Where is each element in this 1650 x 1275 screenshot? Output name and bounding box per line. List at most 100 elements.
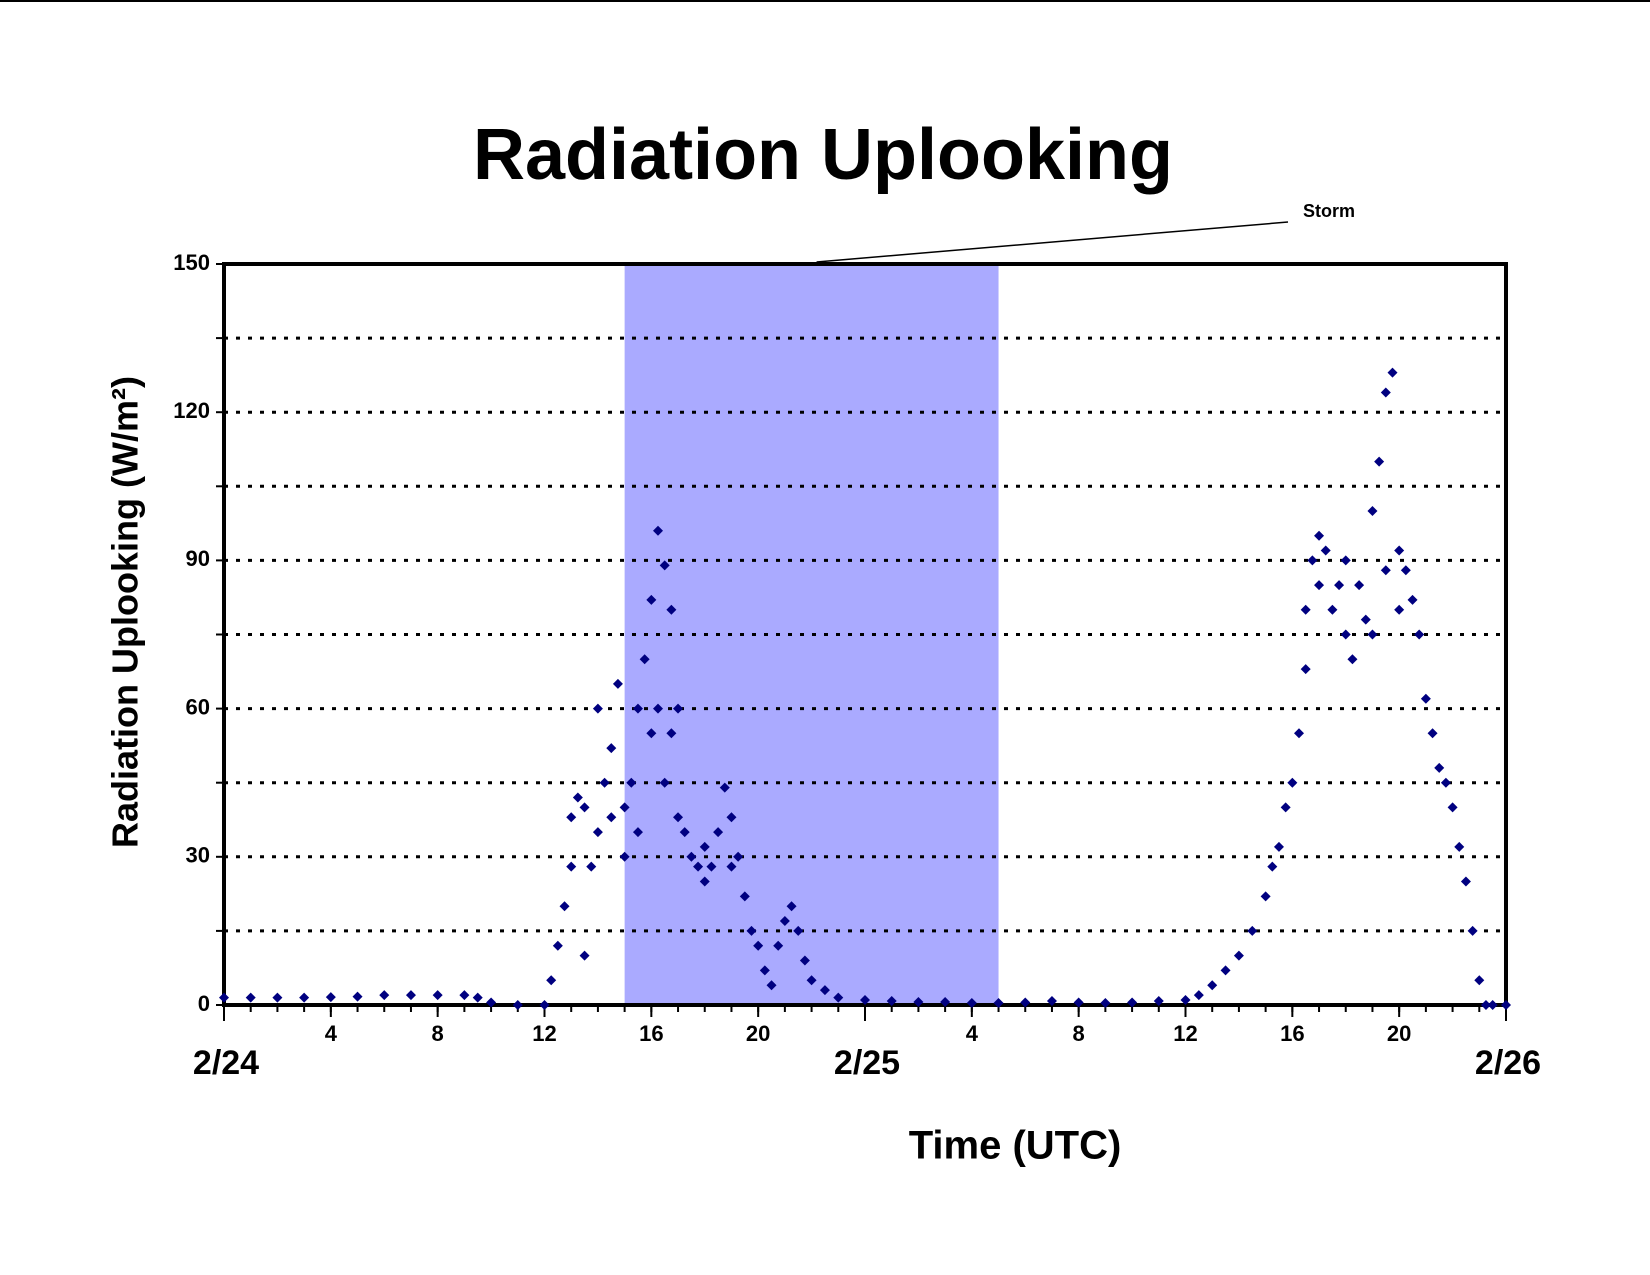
data-point — [1427, 728, 1438, 739]
data-point — [566, 861, 577, 872]
annotation-text: Storm — [1303, 201, 1355, 221]
data-point — [432, 990, 443, 1001]
data-point — [860, 995, 870, 1006]
data-point — [606, 812, 617, 823]
data-point — [472, 992, 483, 1003]
data-point — [1193, 990, 1204, 1001]
chart-title: Radiation Uplooking — [473, 115, 1173, 195]
data-point — [1501, 1000, 1511, 1010]
data-point — [746, 925, 757, 936]
data-point — [1434, 762, 1445, 773]
date-label: 2/25 — [834, 1044, 900, 1082]
data-point — [693, 861, 704, 872]
x-tick-label: 16 — [1280, 1021, 1304, 1046]
data-point — [219, 992, 229, 1003]
data-point — [459, 990, 470, 1001]
annotation-leader — [816, 221, 1289, 263]
data-point — [659, 777, 670, 788]
data-point — [1320, 545, 1331, 556]
data-point — [1380, 387, 1391, 398]
data-point — [1420, 693, 1431, 704]
storm-band — [624, 264, 999, 1005]
data-point — [1220, 965, 1231, 976]
data-point — [673, 703, 684, 714]
y-tick-label: 30 — [186, 843, 210, 868]
data-point — [719, 782, 730, 793]
data-point — [1447, 802, 1458, 813]
data-point — [726, 812, 737, 823]
y-tick-label: 90 — [186, 546, 210, 571]
data-point — [572, 792, 583, 803]
data-point — [579, 802, 590, 813]
data-point — [1367, 506, 1378, 516]
data-point — [1487, 1000, 1498, 1010]
data-point — [779, 916, 790, 927]
data-point — [1153, 996, 1164, 1007]
data-point — [1354, 580, 1365, 591]
data-point — [1314, 580, 1325, 591]
x-tick-label: 8 — [1073, 1021, 1085, 1046]
x-tick-label: 20 — [746, 1021, 770, 1046]
data-point — [1334, 580, 1345, 591]
data-point — [653, 525, 664, 536]
data-point — [766, 980, 777, 991]
data-point — [1347, 654, 1358, 665]
x-axis-label: Time (UTC) — [909, 1124, 1122, 1168]
x-tick-label: 8 — [432, 1021, 444, 1046]
data-point — [799, 955, 810, 966]
data-point — [546, 975, 557, 986]
data-point — [673, 812, 684, 823]
data-point — [679, 827, 690, 838]
data-point — [659, 560, 670, 571]
data-point — [1280, 802, 1291, 813]
data-point — [686, 851, 697, 862]
data-point — [1480, 1000, 1491, 1010]
data-point — [1294, 728, 1305, 739]
data-point — [599, 777, 610, 788]
data-point — [806, 975, 817, 986]
data-point — [706, 861, 717, 872]
y-tick-label: 0 — [198, 991, 210, 1016]
data-point — [1394, 604, 1405, 615]
data-point — [713, 827, 724, 838]
data-point — [793, 925, 804, 936]
data-point — [1020, 997, 1031, 1008]
data-point — [486, 997, 497, 1008]
data-point — [753, 940, 764, 951]
x-tick-label: 16 — [639, 1021, 663, 1046]
data-point — [272, 992, 283, 1003]
data-point — [1407, 594, 1418, 605]
data-point — [699, 841, 710, 852]
data-point — [1247, 925, 1258, 936]
data-point — [1374, 456, 1385, 467]
data-point — [512, 1000, 523, 1010]
data-point — [646, 728, 657, 739]
data-point — [1454, 841, 1465, 852]
data-point — [966, 998, 977, 1009]
data-point — [1300, 604, 1311, 615]
data-point — [1394, 545, 1405, 556]
data-point — [1414, 629, 1425, 640]
data-point — [993, 998, 1004, 1009]
y-axis-label: Radiation Uplooking (W/m²) — [105, 376, 146, 848]
x-tick-label: 12 — [532, 1021, 556, 1046]
data-point — [325, 992, 336, 1003]
data-point — [639, 654, 650, 665]
data-point — [1260, 891, 1271, 902]
data-point — [1273, 841, 1284, 852]
data-point — [786, 901, 797, 912]
data-point — [666, 728, 677, 739]
data-point — [1380, 565, 1391, 576]
data-point — [1440, 777, 1451, 788]
data-point — [733, 851, 744, 862]
data-point — [619, 851, 630, 862]
data-point — [1467, 925, 1478, 936]
data-point — [606, 743, 617, 754]
data-point — [579, 950, 590, 961]
y-tick-label: 60 — [186, 694, 210, 719]
data-point — [1233, 950, 1244, 961]
data-point — [653, 703, 664, 714]
y-tick-label: 150 — [173, 250, 210, 275]
data-point — [1287, 777, 1298, 788]
data-point — [1314, 530, 1325, 541]
